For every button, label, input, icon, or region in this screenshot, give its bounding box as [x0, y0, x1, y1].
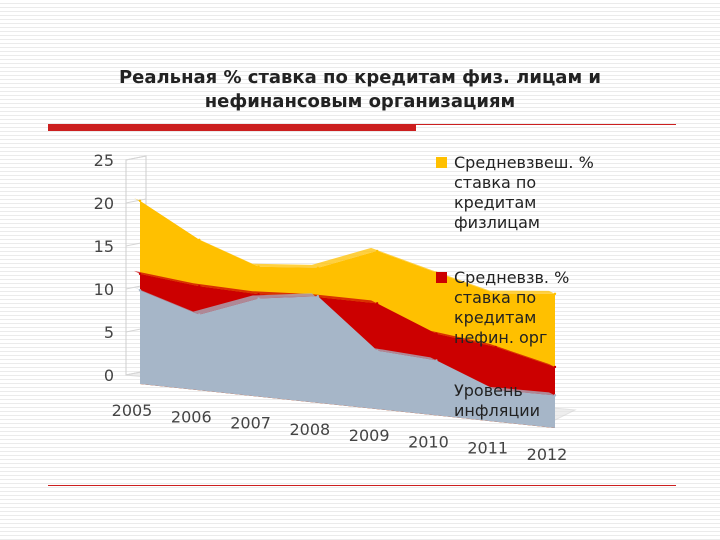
x-tick-label: 2008: [289, 420, 330, 439]
data-point: [435, 359, 438, 362]
x-tick-label: 2011: [467, 439, 508, 458]
legend-item: Уровень инфляции: [454, 381, 540, 420]
x-tick-label: 2007: [230, 414, 271, 433]
data-point: [375, 302, 379, 305]
area-series-edge-2: [134, 270, 555, 367]
slide-title: Реальная % ставка по кредитам физ. лицам…: [40, 66, 680, 114]
data-point: [257, 293, 260, 296]
gridline: [125, 198, 147, 204]
data-point: [316, 266, 320, 270]
data-point: [198, 313, 201, 316]
y-axis-ticks: 0 5 10 15 20 25: [94, 151, 114, 385]
x-tick-label: 2012: [527, 445, 568, 464]
chart-legend: Средневзвеш. % ставка по кредитам физлицам С…: [436, 153, 594, 420]
x-tick-label: 2009: [349, 426, 390, 445]
data-point: [138, 289, 142, 292]
data-point: [198, 285, 201, 288]
data-point: [138, 272, 142, 276]
legend-label: Уровень инфляции: [454, 381, 540, 420]
title-divider-accent: [48, 124, 416, 131]
y-tick-label: 10: [94, 280, 114, 299]
y-tick-label: 20: [94, 194, 114, 213]
legend-label: Средневзвеш. % ставка по кредитам физлицам: [454, 153, 594, 232]
data-point: [375, 349, 379, 352]
legend-label: Средневзв. % ставка по кредитам нефин. орг: [454, 268, 569, 347]
y-tick-label: 25: [94, 151, 114, 170]
data-point: [198, 238, 201, 241]
footer-divider: [48, 485, 676, 486]
chart-areas: [134, 197, 557, 428]
legend-swatch: [436, 272, 447, 283]
data-point: [138, 199, 142, 203]
y-tick-label: 0: [104, 366, 114, 385]
legend-item: Средневзвеш. % ставка по кредитам физлицам: [436, 153, 594, 232]
data-point: [494, 345, 497, 349]
x-tick-label: 2010: [408, 432, 449, 451]
gridline: [125, 155, 147, 161]
y-tick-label: 15: [94, 237, 114, 256]
legend-item: Средневзв. % ставка по кредитам нефин. орг: [436, 268, 569, 347]
data-point: [553, 365, 557, 369]
data-point: [494, 388, 497, 392]
data-point: [553, 394, 557, 397]
data-point: [553, 292, 557, 296]
x-tick-label: 2006: [171, 407, 212, 426]
title-line-2: нефинансовым организациям: [204, 91, 516, 112]
title-line-1: Реальная % ставка по кредитам физ. лицам…: [118, 67, 602, 88]
data-point: [435, 332, 438, 335]
data-point: [494, 292, 497, 295]
x-axis-ticks: 2005 2006 2007 2008 2009 2010 2011 2012: [112, 401, 568, 464]
data-point: [257, 297, 260, 300]
data-point: [257, 265, 260, 268]
data-point: [375, 249, 379, 253]
x-tick-label: 2005: [112, 401, 153, 420]
area-series-3: [140, 290, 555, 428]
y-tick-label: 5: [104, 323, 114, 342]
data-point: [316, 295, 320, 298]
legend-swatch: [436, 157, 447, 168]
